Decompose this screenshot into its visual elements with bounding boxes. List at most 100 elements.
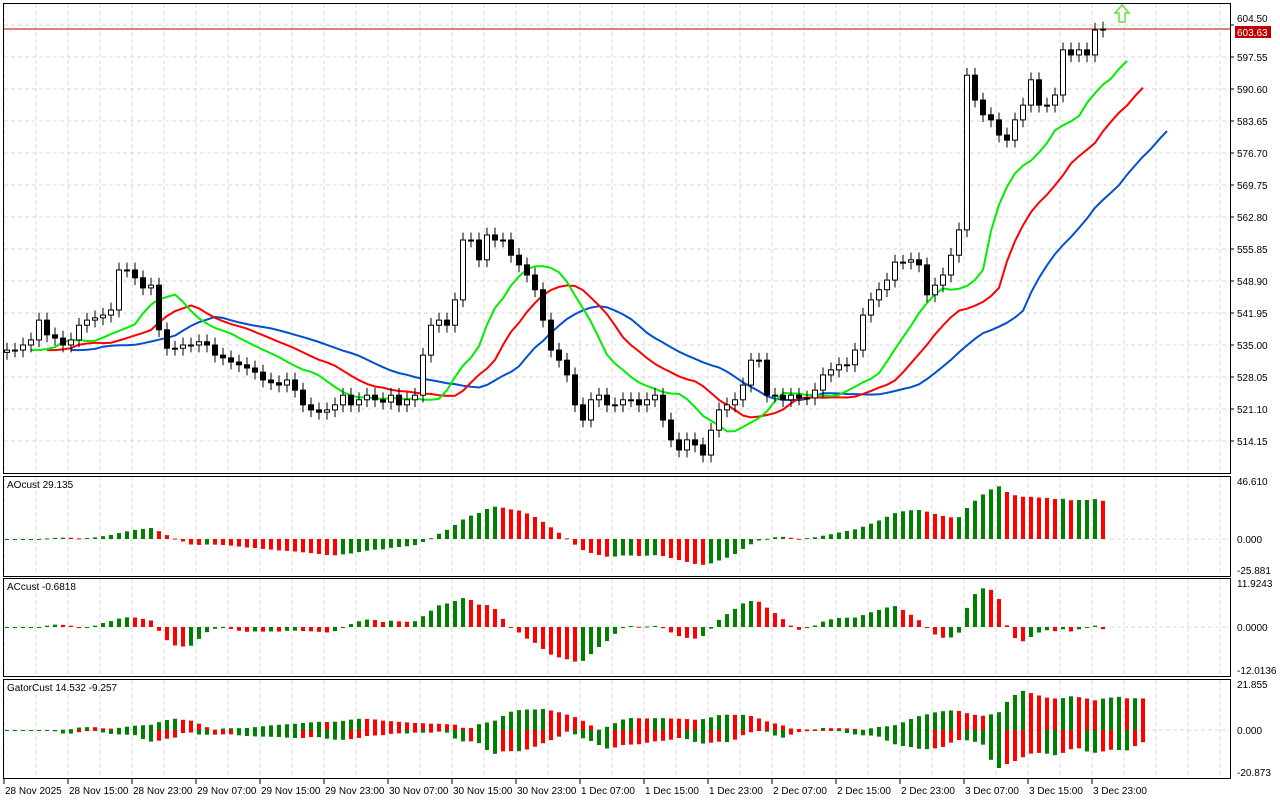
candle-bear xyxy=(292,379,298,391)
ac-bar xyxy=(413,621,417,627)
candle-bull xyxy=(908,259,914,263)
ao-bar xyxy=(709,539,713,564)
ac-bar xyxy=(581,627,585,661)
ac-bar xyxy=(133,617,137,627)
candle-bear xyxy=(924,264,930,296)
gator-lower-bar xyxy=(1077,730,1081,749)
buy-signal-arrow-icon xyxy=(1113,3,1131,23)
gator-upper-bar xyxy=(341,720,345,730)
candle-bull xyxy=(68,339,74,346)
candle-bear xyxy=(308,404,314,411)
gator-upper-bar xyxy=(749,716,753,730)
gator-upper-bar xyxy=(829,728,833,730)
candle-bull xyxy=(716,409,722,431)
gator-upper-bar xyxy=(669,718,673,730)
price-tick-label: 590.60 xyxy=(1237,85,1268,96)
candle-bull xyxy=(436,319,442,326)
gator-upper-bar xyxy=(565,714,569,730)
gator-upper-bar xyxy=(517,710,521,730)
gator-upper-bar xyxy=(949,710,953,730)
gator-upper-bar xyxy=(77,727,81,730)
gator-lower-bar xyxy=(445,730,449,733)
gator-lower-bar xyxy=(629,730,633,745)
ac-bar xyxy=(525,627,529,639)
ac-bar xyxy=(13,627,17,628)
panel-frame xyxy=(3,578,1231,677)
gator-lower-bar xyxy=(685,730,689,740)
gator-upper-bar xyxy=(285,724,289,730)
ao-bar xyxy=(637,539,641,556)
ac-bar xyxy=(277,627,281,632)
indicator-tick-label: -12.0136 xyxy=(1237,666,1277,677)
candle-bull xyxy=(620,399,626,406)
ac-bar xyxy=(701,627,705,637)
candle-bull xyxy=(884,279,890,291)
gator-upper-bar xyxy=(373,719,377,730)
gator-lower-bar xyxy=(309,730,313,738)
ac-bar xyxy=(157,627,161,631)
gator-lower-bar xyxy=(421,730,425,733)
ac-bar xyxy=(205,627,209,633)
gator-lower-bar xyxy=(557,730,561,737)
price-tick-label: 583.65 xyxy=(1237,117,1268,128)
gator-upper-bar xyxy=(837,728,841,730)
gator-upper-bar xyxy=(309,722,313,730)
gator-upper-bar xyxy=(381,720,385,730)
ac-label: ACcust -0.6818 xyxy=(7,582,76,593)
gator-upper-bar xyxy=(125,726,129,730)
gator-lower-bar xyxy=(773,730,777,736)
ac-bar xyxy=(893,606,897,627)
gator-lower-bar xyxy=(645,730,649,743)
candle-bull xyxy=(828,369,834,376)
ao-bar xyxy=(693,539,697,564)
ac-bar xyxy=(477,604,481,627)
gator-lower-bar xyxy=(493,730,497,754)
gator-upper-bar xyxy=(93,727,97,730)
ao-bar xyxy=(373,539,377,550)
candle-bull xyxy=(1028,79,1034,106)
ao-bar xyxy=(333,539,337,556)
ac-bar xyxy=(877,609,881,627)
gator-upper-bar xyxy=(733,714,737,730)
gator-lower-bar xyxy=(933,730,937,749)
ac-bar xyxy=(629,625,633,627)
candle-bull xyxy=(180,344,186,349)
indicator-bars xyxy=(5,486,1145,769)
candle-bull xyxy=(1076,49,1082,56)
ac-bar xyxy=(29,627,33,628)
ao-bar xyxy=(773,537,777,539)
ac-bar xyxy=(997,599,1001,627)
gator-lower-bar xyxy=(781,730,785,738)
ao-bar xyxy=(629,539,633,556)
gator-upper-bar xyxy=(1093,700,1097,730)
gator-lower-bar xyxy=(613,730,617,748)
gator-upper-bar xyxy=(101,728,105,730)
candle-bull xyxy=(460,239,466,301)
candle-bull xyxy=(844,364,850,367)
candle-bull xyxy=(412,394,418,401)
candle-bull xyxy=(940,274,946,286)
candle-bear xyxy=(532,274,538,291)
candle-bear xyxy=(1036,79,1042,106)
ao-bar xyxy=(797,538,801,540)
gator-upper-bar xyxy=(877,726,881,730)
ao-bar xyxy=(765,538,769,540)
ac-bar xyxy=(653,625,657,627)
gator-lower-bar xyxy=(165,730,169,739)
price-tick-label: 514.15 xyxy=(1237,437,1268,448)
ac-bar xyxy=(661,627,665,629)
candle-bull xyxy=(612,404,618,407)
ac-bar xyxy=(469,600,473,627)
ao-bar xyxy=(213,539,217,545)
indicator-tick-label: 0.0000 xyxy=(1237,623,1268,634)
gator-upper-bar xyxy=(965,713,969,730)
gator-upper-bar xyxy=(1061,698,1065,730)
gator-upper-bar xyxy=(157,722,161,730)
ac-bar xyxy=(677,627,681,637)
ac-bar xyxy=(181,627,185,647)
gator-upper-bar xyxy=(589,725,593,730)
candle-bull xyxy=(868,299,874,316)
candle-bull xyxy=(108,309,114,316)
gator-upper-bar xyxy=(357,718,361,730)
